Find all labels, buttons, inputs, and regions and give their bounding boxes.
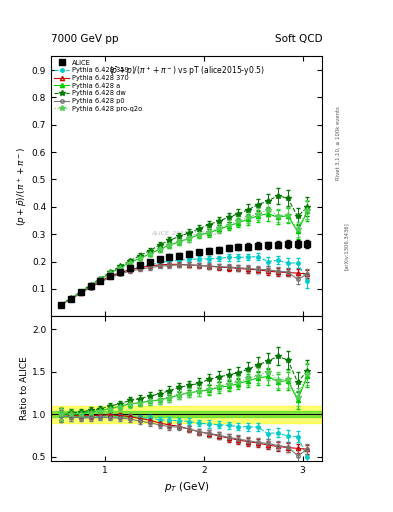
- X-axis label: $p_T$ (GeV): $p_T$ (GeV): [164, 480, 209, 494]
- Text: 7000 GeV pp: 7000 GeV pp: [51, 33, 119, 44]
- Bar: [51, 406, 322, 422]
- Y-axis label: $(p + \bar{p})/(\pi^+ + \pi^-)$: $(p + \bar{p})/(\pi^+ + \pi^-)$: [15, 146, 29, 226]
- Y-axis label: Ratio to ALICE: Ratio to ALICE: [20, 357, 29, 420]
- Text: $(\bar{p}+p)/(\pi^++\pi^-)$ vs pT (alice2015-y0.5): $(\bar{p}+p)/(\pi^++\pi^-)$ vs pT (alice…: [109, 64, 264, 78]
- Legend: ALICE, Pythia 6.428 359, Pythia 6.428 370, Pythia 6.428 a, Pythia 6.428 dw, Pyth: ALICE, Pythia 6.428 359, Pythia 6.428 37…: [53, 58, 143, 113]
- Text: ALICE_2015_I1357424: ALICE_2015_I1357424: [152, 230, 222, 236]
- Text: Rivet 3.1.10, ≥ 100k events: Rivet 3.1.10, ≥ 100k events: [336, 106, 341, 180]
- Bar: [51, 411, 322, 417]
- Text: [arXiv:1306.3436]: [arXiv:1306.3436]: [344, 222, 349, 270]
- Text: Soft QCD: Soft QCD: [275, 33, 322, 44]
